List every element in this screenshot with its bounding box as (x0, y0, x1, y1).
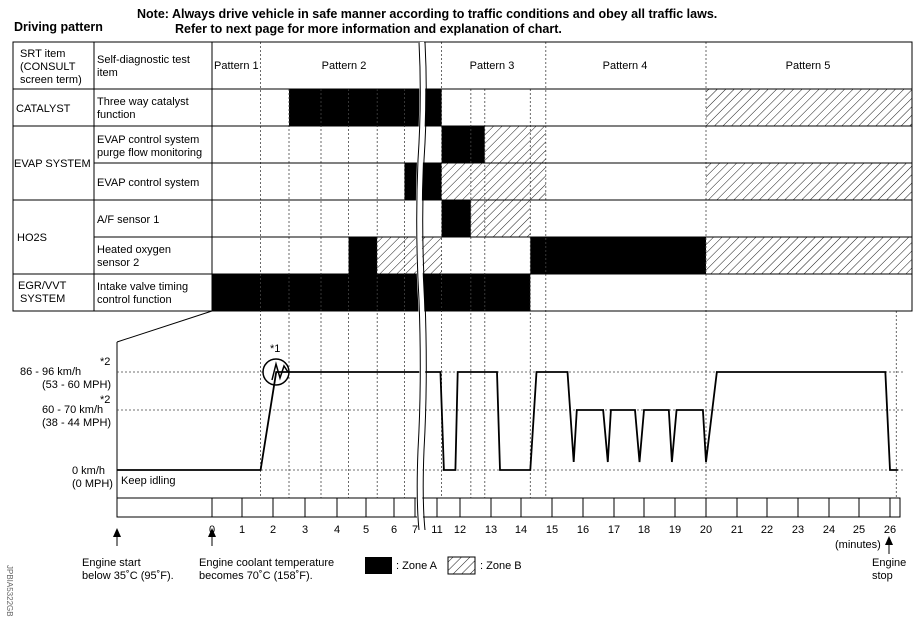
x-tick-label: 13 (485, 524, 497, 536)
zone-b-bar (706, 163, 912, 200)
x-tick-label: 19 (669, 524, 681, 536)
pattern-2-header: Pattern 2 (322, 60, 367, 72)
zone-bars (212, 89, 912, 311)
x-tick-label: 21 (731, 524, 743, 536)
zone-a-bar (441, 126, 485, 163)
x-tick-label: 6 (391, 524, 397, 536)
x-tick-label: 15 (546, 524, 558, 536)
pattern-1-header: Pattern 1 (214, 60, 259, 72)
x-tick-label: 5 (363, 524, 369, 536)
group-catalyst: CATALYST (16, 103, 71, 115)
note-1: *1 (270, 343, 280, 355)
zone-b-bar (706, 237, 912, 274)
level-mid-mph: (38 - 44 MPH) (42, 417, 111, 429)
zone-b-bar (484, 126, 546, 163)
coolant-arrow-icon (208, 528, 216, 546)
x-tick-label: 12 (454, 524, 466, 536)
x-tick-label: 14 (515, 524, 527, 536)
x-tick-label: 11 (431, 524, 442, 536)
engine-stop-label: Engine stop (872, 557, 909, 582)
zone-b-bar (470, 200, 531, 237)
watermark-code: JPBIA5322GB (5, 565, 14, 617)
x-tick-label: 23 (792, 524, 804, 536)
zone-a-bar (530, 237, 706, 274)
pattern-4-header: Pattern 4 (603, 60, 648, 72)
zone-b-label: : Zone B (480, 560, 522, 572)
level-high-kmh: 86 - 96 km/h (20, 366, 81, 378)
note-line-2: Refer to next page for more information … (175, 22, 562, 36)
level-zero-kmh: 0 km/h (72, 465, 105, 477)
srt-item-header: SRT item (CONSULT screen term) (20, 48, 82, 86)
zone-b-swatch (447, 556, 476, 575)
engine-start-label: Engine start below 35˚C (95˚F). (82, 557, 174, 582)
zone-b-bar (377, 237, 442, 274)
x-tick-label: 2 (270, 524, 276, 536)
zone-a-bar (289, 89, 442, 126)
zone-b-bar (441, 163, 546, 200)
engine-start-arrow-icon (113, 528, 121, 546)
item-af-sensor-1: A/F sensor 1 (97, 214, 159, 226)
axis-break (415, 41, 427, 531)
level-high-mph: (53 - 60 MPH) (42, 379, 111, 391)
x-tick-label: 3 (302, 524, 308, 536)
x-tick-label: 7 (412, 524, 418, 536)
group-ho2s: HO2S (17, 232, 47, 244)
x-tick-label: 22 (761, 524, 773, 536)
item-evap-control-system: EVAP control system (97, 177, 199, 189)
time-gridlines (260, 42, 897, 498)
zone-a-swatch (365, 557, 392, 574)
pattern-3-header: Pattern 3 (470, 60, 515, 72)
item-evap-purge-flow: EVAP control system purge flow monitorin… (97, 134, 202, 159)
speed-profile-line (117, 371, 898, 471)
x-tick-label: 20 (700, 524, 712, 536)
x-tick-label: 1 (239, 524, 245, 536)
keep-idling-label: Keep idling (121, 475, 175, 487)
time-ruler (116, 497, 901, 518)
engine-stop-arrow-icon (885, 536, 893, 554)
zone-a-label: : Zone A (396, 560, 438, 572)
zigzag-icon (271, 361, 289, 381)
self-diagnostic-header: Self-diagnostic test item (97, 54, 193, 79)
x-tick-label: 16 (577, 524, 589, 536)
x-tick-label: 17 (608, 524, 620, 536)
note-line-1: Note: Always drive vehicle in safe manne… (137, 7, 717, 21)
item-intake-valve-timing: Intake valve timing control function (97, 281, 191, 306)
zone-b-bar (706, 89, 912, 126)
srt-table (12, 41, 913, 312)
connector-line (116, 310, 213, 343)
x-tick-label: 25 (853, 524, 865, 536)
note-2-high: *2 (100, 356, 110, 368)
zone-a-bar (348, 237, 378, 274)
x-tick-label: 18 (638, 524, 650, 536)
time-ruler-ticks: 0123456711121314151617181920212223242526 (209, 498, 896, 536)
group-evap-system: EVAP SYSTEM (14, 158, 91, 170)
speed-level-lines (117, 371, 905, 471)
level-zero-mph: (0 MPH) (72, 478, 113, 490)
x-tick-label: 4 (334, 524, 340, 536)
x-tick-label: 24 (823, 524, 835, 536)
note-2-mid: *2 (100, 394, 110, 406)
item-three-way-catalyst: Three way catalyst function (97, 96, 192, 121)
level-mid-kmh: 60 - 70 km/h (42, 404, 103, 416)
x-tick-label: 26 (884, 524, 896, 536)
item-heated-oxygen-sensor-2: Heated oxygen sensor 2 (97, 244, 174, 269)
page-title: Driving pattern (14, 20, 103, 34)
group-egr-vvt: EGR/VVT SYSTEM (18, 280, 69, 305)
zone-a-bar (212, 274, 531, 311)
coolant-temp-label: Engine coolant temperature becomes 70˚C … (199, 557, 337, 582)
pattern-5-header: Pattern 5 (786, 60, 831, 72)
minutes-unit: (minutes) (835, 539, 881, 551)
zone-a-bar (441, 200, 471, 237)
